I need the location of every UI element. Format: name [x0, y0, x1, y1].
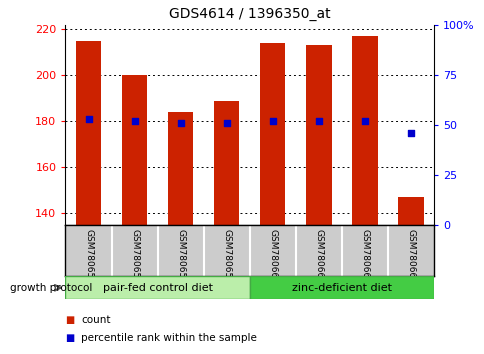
Text: percentile rank within the sample: percentile rank within the sample: [81, 333, 257, 343]
Text: GSM780663: GSM780663: [406, 229, 415, 284]
Bar: [249, 276, 433, 299]
Text: GSM780657: GSM780657: [130, 229, 139, 284]
Text: GSM780662: GSM780662: [360, 229, 369, 284]
Point: [314, 118, 322, 124]
Text: GSM780656: GSM780656: [84, 229, 93, 284]
Point: [176, 120, 184, 126]
Text: GSM780660: GSM780660: [268, 229, 277, 284]
Text: zinc-deficient diet: zinc-deficient diet: [291, 282, 391, 293]
Text: ■: ■: [65, 333, 75, 343]
Bar: [121, 75, 147, 225]
Point: [268, 118, 276, 124]
Bar: [351, 36, 377, 225]
Bar: [305, 45, 331, 225]
Text: count: count: [81, 315, 111, 325]
Point: [84, 116, 92, 122]
Title: GDS4614 / 1396350_at: GDS4614 / 1396350_at: [168, 7, 330, 21]
Text: growth protocol: growth protocol: [10, 283, 92, 293]
Point: [406, 130, 414, 136]
Text: GSM780661: GSM780661: [314, 229, 323, 284]
Bar: [213, 101, 239, 225]
Bar: [65, 276, 249, 299]
Point: [130, 118, 138, 124]
Text: GSM780659: GSM780659: [222, 229, 231, 284]
Text: ■: ■: [65, 315, 75, 325]
Bar: [167, 112, 193, 225]
Bar: [76, 41, 101, 225]
Point: [222, 120, 230, 126]
Text: pair-fed control diet: pair-fed control diet: [103, 282, 212, 293]
Bar: [397, 197, 423, 225]
Bar: [259, 43, 285, 225]
Text: GSM780658: GSM780658: [176, 229, 185, 284]
Point: [360, 118, 368, 124]
